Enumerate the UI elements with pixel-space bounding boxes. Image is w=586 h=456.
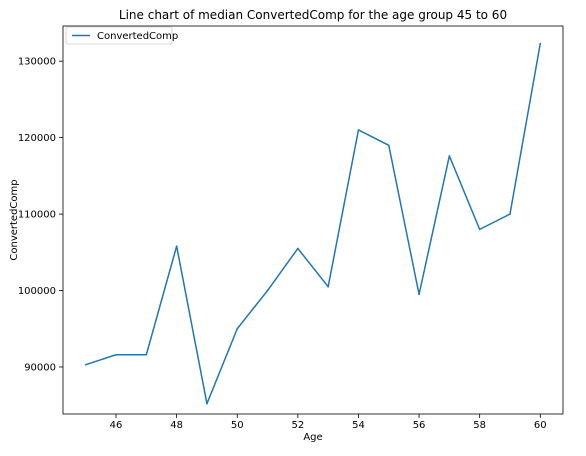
chart-title: Line chart of median ConvertedComp for t…: [119, 8, 507, 22]
data-point: [266, 289, 269, 292]
legend-label: ConvertedComp: [97, 31, 178, 42]
y-tick-label: 90000: [24, 362, 56, 373]
series-line: [85, 43, 542, 405]
data-point: [448, 155, 451, 157]
x-tick-label: 48: [170, 420, 183, 431]
legend: ConvertedComp: [65, 26, 178, 45]
y-axis: 90000 100000 110000 120000 130000: [18, 57, 63, 373]
data-point: [206, 402, 208, 405]
legend-box: [65, 26, 173, 45]
x-tick-label: 58: [473, 420, 486, 431]
data-point: [509, 213, 511, 215]
data-point: [539, 42, 542, 45]
y-tick-label: 130000: [18, 57, 56, 68]
data-point: [357, 129, 360, 131]
data-point: [327, 285, 329, 288]
plot-area: [62, 25, 564, 415]
data-point: [115, 353, 117, 356]
x-tick-label: 50: [231, 420, 244, 431]
series-layer: [84, 42, 542, 405]
data-point: [478, 228, 481, 231]
x-axis-label: Age: [303, 432, 322, 443]
data-point: [236, 327, 239, 330]
y-tick-label: 120000: [18, 133, 56, 144]
x-tick-label: 54: [352, 420, 365, 431]
y-tick-label: 110000: [18, 210, 56, 221]
x-axis: 46 48 50 52 54 56 58 60: [110, 414, 547, 431]
data-point: [145, 353, 148, 356]
x-tick-label: 60: [534, 420, 547, 431]
data-point: [297, 247, 299, 250]
data-point: [84, 363, 87, 366]
data-point: [175, 245, 178, 247]
x-tick-label: 56: [413, 420, 426, 431]
data-point: [418, 293, 420, 296]
y-axis-label: ConvertedComp: [9, 179, 20, 260]
x-tick-label: 52: [291, 420, 304, 431]
y-tick-label: 100000: [18, 286, 56, 297]
data-point: [387, 144, 390, 147]
x-tick-label: 46: [110, 420, 123, 431]
